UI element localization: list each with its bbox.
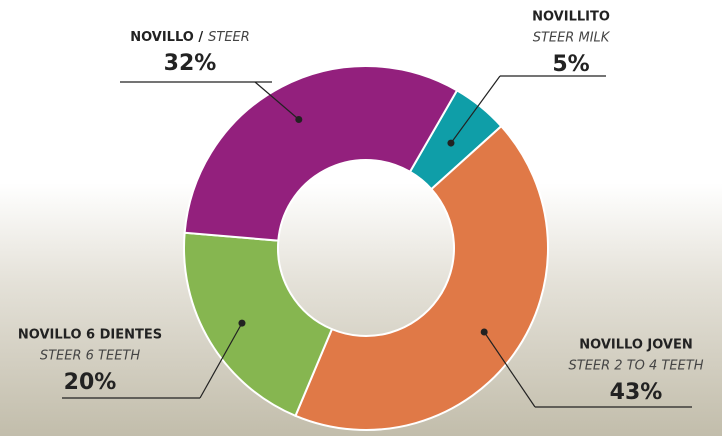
category-name: NOVILLO JOVEN (579, 338, 693, 353)
value-label: 5% (552, 52, 589, 77)
category-name: NOVILLITO (532, 10, 610, 25)
value-label: 43% (610, 380, 663, 405)
category-sub: STEER (208, 30, 250, 45)
category-name: NOVILLO / (130, 30, 203, 45)
leader-dot (295, 116, 303, 124)
value-label: 32% (164, 51, 217, 76)
slice (183, 231, 334, 418)
leader-dot (447, 139, 455, 147)
slice (183, 65, 459, 242)
leader-line (254, 81, 300, 120)
leader-line (199, 322, 243, 399)
category-sub: STEER 2 TO 4 TEETH (569, 359, 704, 374)
slice (294, 124, 549, 431)
category-sub: STEER 6 TEETH (40, 349, 140, 364)
leader-dot (238, 319, 246, 327)
category-sub: STEER MILK (533, 31, 611, 46)
label: NOVILLO / STEER (130, 30, 250, 45)
leader-line (483, 331, 536, 408)
category-name: NOVILLO 6 DIENTES (18, 328, 162, 343)
leader-dot (480, 328, 488, 336)
leader-line (450, 75, 501, 144)
value-label: 20% (64, 370, 117, 395)
